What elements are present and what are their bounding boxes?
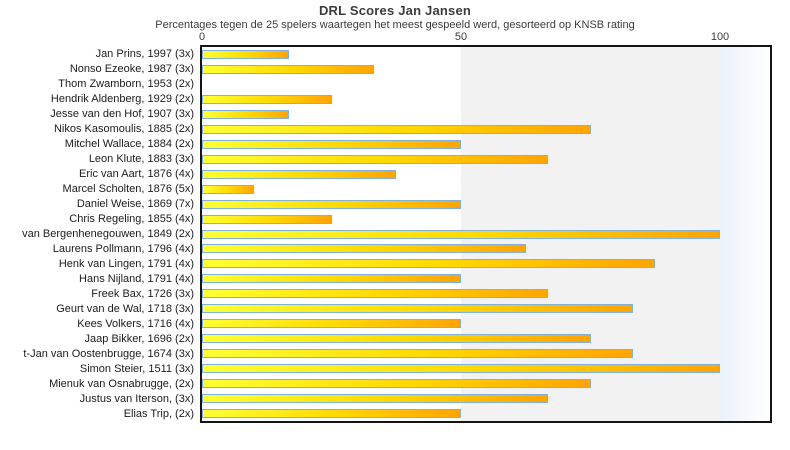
bar — [202, 379, 591, 389]
y-axis-label: Marcel Scholten, 1876 (5x) — [62, 183, 194, 196]
y-axis-label: Jesse van den Hof, 1907 (3x) — [50, 108, 194, 121]
bar — [202, 319, 461, 329]
x-axis-tick-50: 50 — [454, 31, 468, 43]
bar — [202, 214, 332, 224]
bar — [202, 109, 289, 119]
y-axis-label: Laurens Pollmann, 1796 (4x) — [52, 242, 194, 255]
bar — [202, 289, 548, 299]
y-axis-label: Mienuk van Osnabrugge, (2x) — [49, 377, 194, 390]
y-axis-label: t-Jan van Oostenbrugge, 1674 (3x) — [23, 347, 194, 360]
y-axis-label: Geurt van de Wal, 1718 (3x) — [56, 302, 194, 315]
bar — [202, 364, 720, 374]
y-axis-label: Hendrik Aldenberg, 1929 (2x) — [50, 93, 194, 106]
bar — [202, 154, 548, 164]
bar — [202, 199, 461, 209]
bar — [202, 259, 656, 269]
bar — [202, 229, 720, 239]
y-axis-label: Justus van Iterson, (3x) — [79, 392, 194, 405]
y-axis-label: Nikos Kasomoulis, 1885 (2x) — [53, 123, 194, 136]
y-axis-label: Henk van Lingen, 1791 (4x) — [58, 257, 194, 270]
bar — [202, 169, 397, 179]
x-axis-tick-0: 0 — [198, 31, 206, 43]
y-axis-label: Elias Trip, (2x) — [123, 407, 194, 420]
y-axis-label: Jan Prins, 1997 (3x) — [95, 48, 194, 61]
chart-subtitle: Percentages tegen de 25 spelers waartege… — [155, 19, 635, 31]
bar — [202, 184, 254, 194]
bar — [202, 274, 461, 284]
y-axis-label: Chris Regeling, 1855 (4x) — [69, 213, 194, 226]
bar — [202, 394, 548, 404]
bar — [202, 124, 591, 134]
bar — [202, 49, 289, 59]
y-axis-label: Jaap Bikker, 1696 (2x) — [84, 332, 194, 345]
bar — [202, 94, 332, 104]
y-axis-label: Leon Klute, 1883 (3x) — [88, 153, 194, 166]
y-axis-label: van Bergenhenegouwen, 1849 (2x) — [22, 227, 194, 240]
y-axis-label: Nonso Ezeoke, 1987 (3x) — [69, 63, 194, 76]
chart-title: DRL Scores Jan Jansen — [318, 3, 472, 18]
bar — [202, 304, 634, 314]
bar — [202, 244, 526, 254]
y-axis-label: Daniel Weise, 1869 (7x) — [76, 198, 194, 211]
plot-area — [200, 45, 772, 423]
band-beyond-100 — [720, 47, 770, 421]
bar — [202, 349, 634, 359]
y-axis-labels: Jan Prins, 1997 (3x) Nonso Ezeoke, 1987 (… — [0, 47, 197, 421]
x-axis-tick-100: 100 — [710, 31, 730, 43]
bar — [202, 334, 591, 344]
y-axis-label: Kees Volkers, 1716 (4x) — [77, 317, 194, 330]
y-axis-label: Freek Bax, 1726 (3x) — [91, 287, 194, 300]
bar — [202, 64, 375, 74]
y-axis-label: Mitchel Wallace, 1884 (2x) — [64, 138, 194, 151]
y-axis-label: Simon Steier, 1511 (3x) — [79, 362, 194, 375]
y-axis-label: Hans Nijland, 1791 (4x) — [79, 272, 194, 285]
bar — [202, 409, 461, 419]
y-axis-label: Thom Zwamborn, 1953 (2x) — [58, 78, 194, 91]
bar — [202, 139, 461, 149]
y-axis-label: Eric van Aart, 1876 (4x) — [79, 168, 194, 181]
